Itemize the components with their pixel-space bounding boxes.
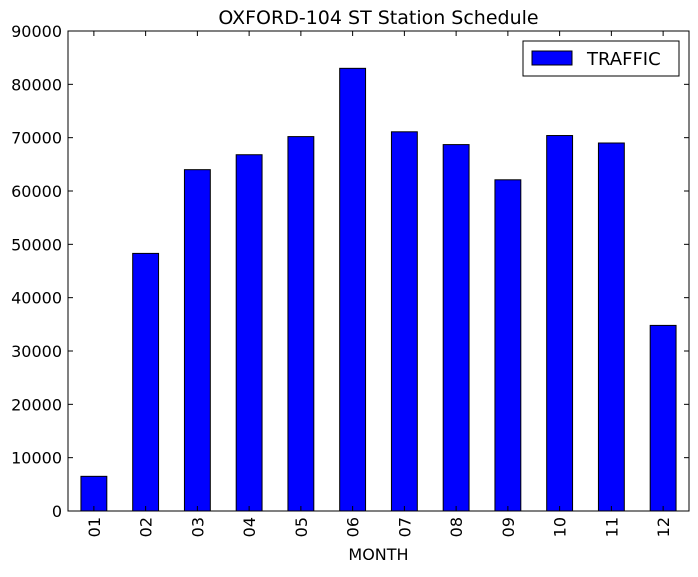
y-tick-label: 80000 [11,75,62,94]
x-tick-label: 09 [499,517,518,537]
x-tick-label: 03 [188,517,207,537]
bar-06 [339,67,367,512]
y-tick-label: 20000 [11,395,62,414]
legend-swatch [531,50,573,66]
y-tick-label: 50000 [11,235,62,254]
x-tick-label: 04 [240,517,259,537]
bar-05 [287,136,315,512]
x-tick-label: 12 [654,517,673,537]
x-tick-label: 05 [292,517,311,537]
y-tick-label: 30000 [11,342,62,361]
y-tick-label: 40000 [11,289,62,308]
bar-02 [132,252,160,512]
bar-11 [597,142,625,512]
x-tick-label: 06 [344,517,363,537]
bar-03 [183,169,211,512]
y-tick-label: 10000 [11,449,62,468]
plot-area: 0 10000 20000 30000 40000 50000 60000 70000 8000… [11,22,690,537]
y-tick-label: 60000 [11,182,62,201]
legend-label: TRAFFIC [586,49,661,70]
x-tick-label: 11 [602,517,621,537]
y-tick-label: 0 [52,502,62,521]
bar-08 [442,144,470,512]
bar-10 [546,135,574,512]
x-tick-label: 01 [85,517,104,537]
bar-01 [80,475,108,512]
x-tick-label: 10 [551,517,570,537]
x-axis-label: MONTH [348,545,408,564]
bar-09 [494,179,522,512]
x-tick-label: 08 [447,517,466,537]
bar-12 [649,324,677,512]
bar-07 [390,131,418,512]
bar-04 [235,154,263,512]
plot-frame [67,30,690,512]
x-tick-label: 07 [395,517,414,537]
y-tick-label: 70000 [11,129,62,148]
legend: TRAFFIC [522,40,680,77]
chart-title: OXFORD-104 ST Station Schedule [218,7,538,29]
x-tick-label: 02 [137,517,156,537]
y-tick-label: 90000 [11,22,62,41]
